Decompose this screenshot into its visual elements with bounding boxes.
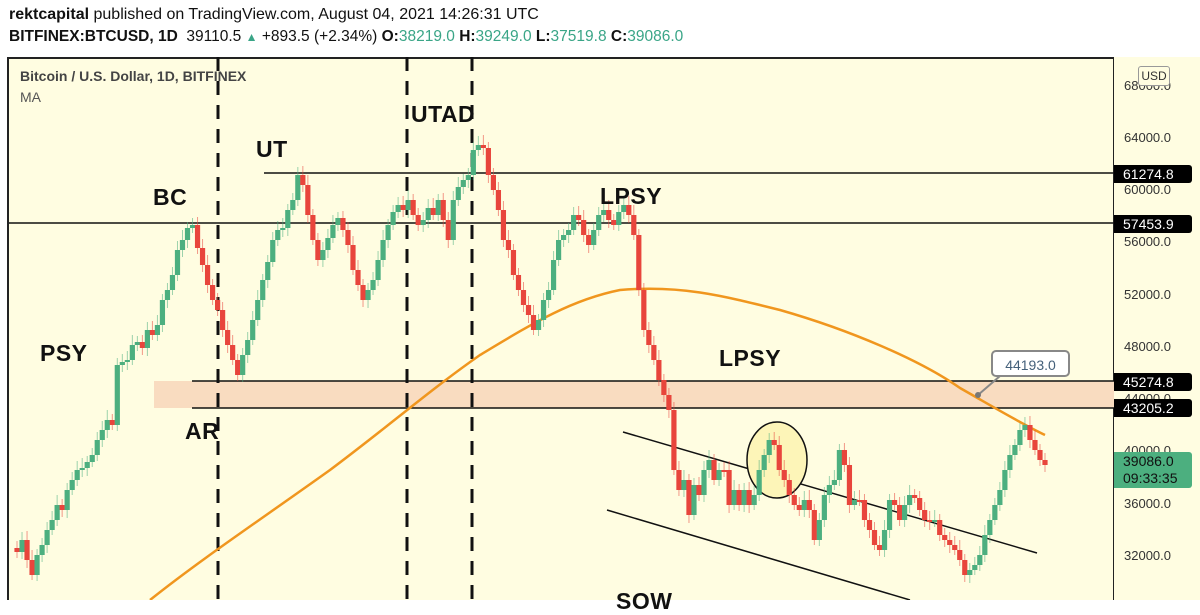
close-label: C:	[610, 28, 628, 45]
ma-value-callout: 44193.0	[991, 350, 1070, 377]
axis-tick: 64000.0	[1124, 130, 1171, 145]
annotation-lpsy-2: LPSY	[719, 345, 782, 371]
open-value: 38219.0	[398, 28, 455, 45]
price-axis[interactable]	[1113, 57, 1200, 600]
axis-tick: 32000.0	[1124, 548, 1171, 563]
zone-rect	[154, 381, 1114, 408]
change-value: +893.5 (+2.34%)	[261, 28, 378, 45]
level-tag: 57453.9	[1114, 215, 1192, 233]
annotation-ut: UT	[256, 136, 288, 162]
last-price-tag: 39086.0 09:33:35	[1114, 452, 1192, 488]
chart-title: Bitcoin / U.S. Dollar, 1D, BITFINEX	[20, 68, 247, 84]
published-text: published on TradingView.com, August 04,…	[93, 6, 539, 23]
axis-tick: 48000.0	[1124, 339, 1171, 354]
annotation-psy: PSY	[40, 340, 88, 366]
low-value: 37519.8	[550, 28, 607, 45]
axis-tick: 36000.0	[1124, 496, 1171, 511]
annotation-sow: SOW	[616, 588, 673, 614]
axis-tick: 52000.0	[1124, 287, 1171, 302]
chart-drawing	[9, 57, 1114, 600]
high-label: H:	[459, 28, 476, 45]
currency-button[interactable]: USD	[1138, 66, 1170, 86]
indicator-ma-label[interactable]: MA	[20, 89, 41, 105]
publish-info: rektcapital published on TradingView.com…	[9, 6, 539, 24]
level-tag: 45274.8	[1114, 373, 1192, 391]
symbol-label: BITFINEX:BTCUSD, 1D	[9, 28, 178, 45]
chart-area[interactable]	[7, 57, 1200, 600]
level-tag: 43205.2	[1114, 399, 1192, 417]
bar-countdown: 09:33:35	[1123, 470, 1178, 486]
annotation-bc: BC	[153, 184, 188, 210]
last-price-value: 39086.0	[1123, 453, 1174, 469]
low-label: L:	[535, 28, 551, 45]
annotation-lpsy-1: LPSY	[600, 183, 663, 209]
annotation-utad: UTAD	[411, 101, 476, 127]
open-label: O:	[381, 28, 399, 45]
axis-tick: 60000.0	[1124, 182, 1171, 197]
annotation-ar: AR	[185, 418, 220, 444]
author-name: rektcapital	[9, 6, 90, 23]
close-value: 39086.0	[627, 28, 684, 45]
up-arrow-icon: ▲	[245, 30, 258, 44]
symbol-info: BITFINEX:BTCUSD, 1D 39110.5 ▲ +893.5 (+2…	[9, 28, 683, 46]
price-value: 39110.5	[186, 28, 242, 45]
axis-tick: 56000.0	[1124, 234, 1171, 249]
high-value: 39249.0	[475, 28, 532, 45]
level-tag: 61274.8	[1114, 165, 1192, 183]
